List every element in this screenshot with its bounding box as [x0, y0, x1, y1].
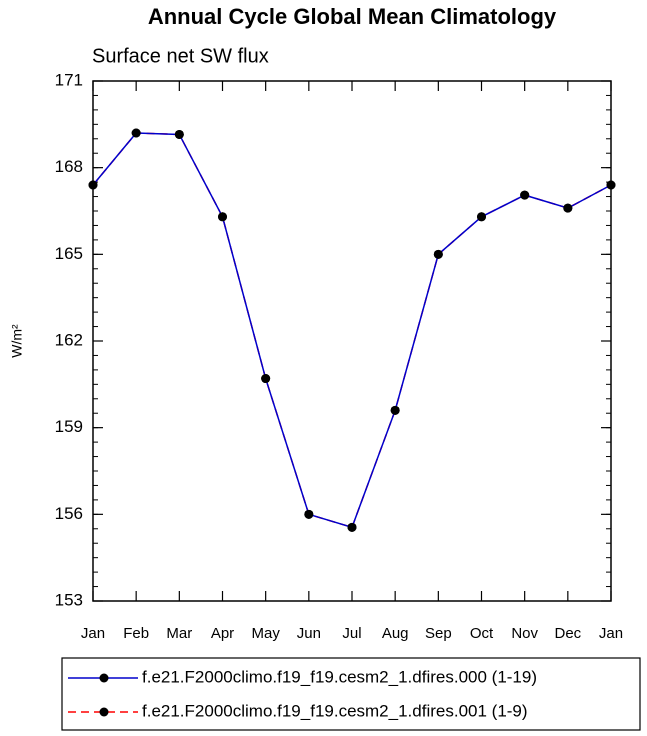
x-tick-label: Apr — [211, 625, 234, 642]
x-tick-label: Jul — [342, 625, 361, 642]
x-tick-label: Dec — [554, 625, 581, 642]
x-tick-label: Jan — [81, 625, 105, 642]
point — [390, 405, 400, 415]
y-tick-label: 159 — [55, 417, 83, 436]
y-tick-label: 165 — [55, 244, 83, 263]
series-line — [92, 132, 612, 529]
legend-marker — [99, 707, 109, 717]
chart-subtitle: Surface net SW flux — [92, 45, 269, 67]
chart-title: Annual Cycle Global Mean Climatology — [148, 4, 557, 29]
y-tick-label: 171 — [55, 70, 83, 89]
point — [606, 180, 616, 190]
x-tick-label: Jan — [599, 625, 623, 642]
point — [477, 212, 486, 222]
point — [304, 509, 314, 519]
legend-label: f.e21.F2000climo.f19_f19.cesm2_1.dfires.… — [142, 667, 537, 686]
x-tick-label: Nov — [511, 625, 538, 642]
x-tick-label: Oct — [470, 625, 494, 642]
legend-box — [61, 657, 641, 731]
y-tick-label: 168 — [55, 157, 83, 176]
point — [261, 374, 271, 384]
point — [563, 203, 573, 213]
point — [131, 128, 141, 138]
x-tick-label: Jun — [297, 625, 321, 642]
point — [174, 129, 184, 139]
legend-label: f.e21.F2000climo.f19_f19.cesm2_1.dfires.… — [142, 701, 528, 720]
point — [347, 522, 357, 532]
x-tick-label: May — [251, 625, 280, 642]
x-tick-label: Mar — [166, 625, 192, 642]
legend-marker — [99, 673, 109, 683]
point — [520, 190, 530, 200]
y-tick-label: 162 — [55, 330, 83, 349]
y-tick-label: 156 — [55, 504, 83, 523]
series-line — [92, 132, 612, 529]
y-axis-label: W/m² — [9, 324, 25, 358]
point — [433, 249, 443, 259]
point — [88, 180, 98, 190]
point — [218, 212, 227, 222]
x-tick-label: Aug — [382, 625, 409, 642]
x-tick-label: Feb — [123, 625, 149, 642]
x-tick-label: Sep — [425, 625, 452, 642]
y-tick-label: 153 — [55, 590, 83, 609]
